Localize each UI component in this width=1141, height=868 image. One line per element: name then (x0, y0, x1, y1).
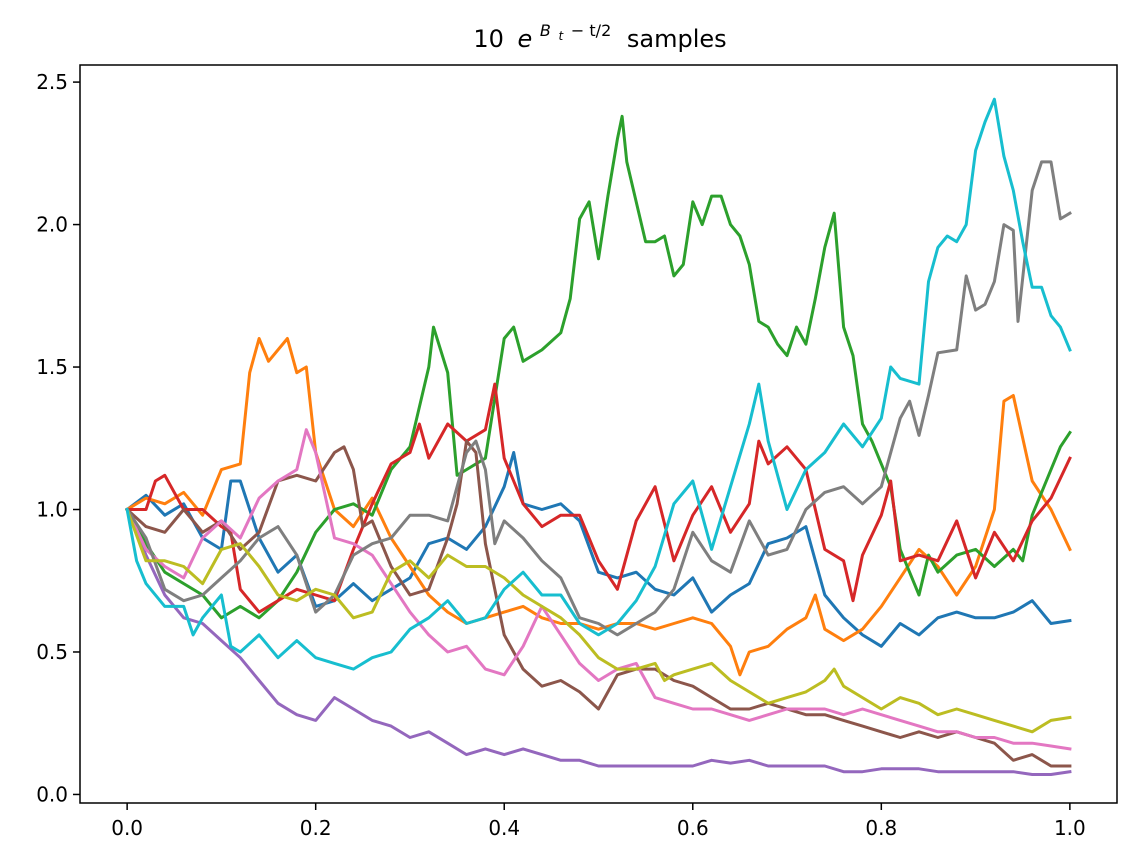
y-tick-label: 0.5 (36, 640, 68, 664)
y-tick-label: 2.5 (36, 70, 68, 94)
ticks-layer: 0.0 0.2 0.4 0.6 0.8 1.0 0.0 0.5 1.0 1.5 2.0 2.5 (36, 70, 1086, 840)
x-tick-label: 1.0 (1054, 816, 1086, 840)
title-suffix: samples (627, 25, 727, 53)
chart-title: 10 e B t − t/2 samples (473, 14, 726, 53)
y-tick-label: 0.0 (36, 782, 68, 806)
series-line-5 (125, 507, 1072, 776)
x-tick-label: 0.6 (677, 816, 709, 840)
title-exponent-main: B (540, 21, 551, 40)
title-exponent-sub: t (559, 29, 565, 43)
series-line-9 (125, 507, 1072, 734)
series-line-10 (125, 97, 1072, 671)
series-layer (124, 97, 1072, 776)
y-tick-label: 1.5 (36, 355, 68, 379)
series-line-7 (125, 428, 1072, 751)
y-tick-label: 2.0 (36, 213, 68, 237)
x-tick-label: 0.8 (865, 816, 897, 840)
title-exponent-rest: − t/2 (571, 21, 611, 40)
series-line-4 (125, 382, 1072, 614)
y-tick-label: 1.0 (36, 498, 68, 522)
series-line-2 (125, 337, 1072, 677)
title-prefix: 10 (473, 25, 504, 53)
series-line-8 (125, 160, 1072, 637)
plot-frame (79, 64, 1118, 804)
x-tick-label: 0.4 (488, 816, 520, 840)
title-base: e (518, 25, 533, 53)
series-line-1 (124, 451, 1072, 648)
series-line-6 (124, 439, 1072, 768)
x-tick-label: 0.0 (111, 816, 143, 840)
x-tick-label: 0.2 (300, 816, 332, 840)
